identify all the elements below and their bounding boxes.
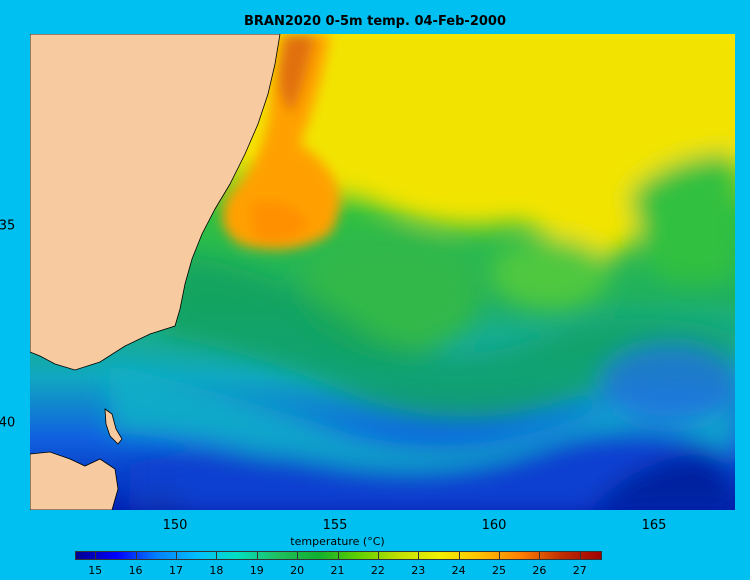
colorbar-tick-mark	[95, 551, 97, 560]
australian-mainland	[30, 34, 281, 371]
warm-current-core	[222, 34, 340, 250]
colorbar-tick-label: 15	[88, 564, 103, 577]
x-tick-label: 155	[322, 518, 348, 533]
colorbar-tick-mark	[377, 551, 379, 560]
colorbar-tick-label: 24	[451, 564, 466, 577]
colorbar-tick-label: 22	[370, 564, 385, 577]
colorbar	[75, 551, 602, 560]
y-tick-label: -40	[0, 415, 16, 431]
map-title: BRAN2020 0-5m temp. 04-Feb-2000	[243, 14, 506, 29]
colorbar-tick-label: 17	[168, 564, 183, 577]
colorbar-tick-label: 19	[249, 564, 264, 577]
colorbar-tick-mark	[337, 551, 339, 560]
colorbar-tick-label: 23	[411, 564, 426, 577]
colorbar-tick-mark	[135, 551, 137, 560]
y-tick-label: -35	[0, 218, 16, 234]
colorbar-tick-mark	[175, 551, 177, 560]
colorbar-tick-label: 21	[330, 564, 345, 577]
tasmania	[30, 451, 119, 510]
colorbar-tick-mark	[499, 551, 501, 560]
colorbar-tick-mark	[458, 551, 460, 560]
colorbar-tick-mark	[256, 551, 258, 560]
colorbar-tick-label: 25	[492, 564, 507, 577]
x-tick-label: 150	[162, 518, 188, 533]
colorbar-tick-label: 27	[572, 564, 587, 577]
temperature-features	[110, 34, 735, 510]
colorbar-tick-label: 26	[532, 564, 547, 577]
colorbar-tick-mark	[539, 551, 541, 560]
island-small	[104, 408, 123, 445]
temperature-field	[30, 34, 735, 510]
colorbar-label: temperature (°C)	[290, 535, 385, 548]
colorbar-tick-label: 16	[128, 564, 143, 577]
colorbar-tick-mark	[216, 551, 218, 560]
colorbar-tick-label: 20	[290, 564, 305, 577]
x-tick-label: 160	[481, 518, 507, 533]
sea-surface-temperature-map	[30, 34, 735, 510]
colorbar-tick-mark	[297, 551, 299, 560]
colorbar-tick-mark	[579, 551, 581, 560]
colorbar-tick-label: 18	[209, 564, 224, 577]
x-tick-label: 165	[641, 518, 667, 533]
colorbar-tick-mark	[418, 551, 420, 560]
